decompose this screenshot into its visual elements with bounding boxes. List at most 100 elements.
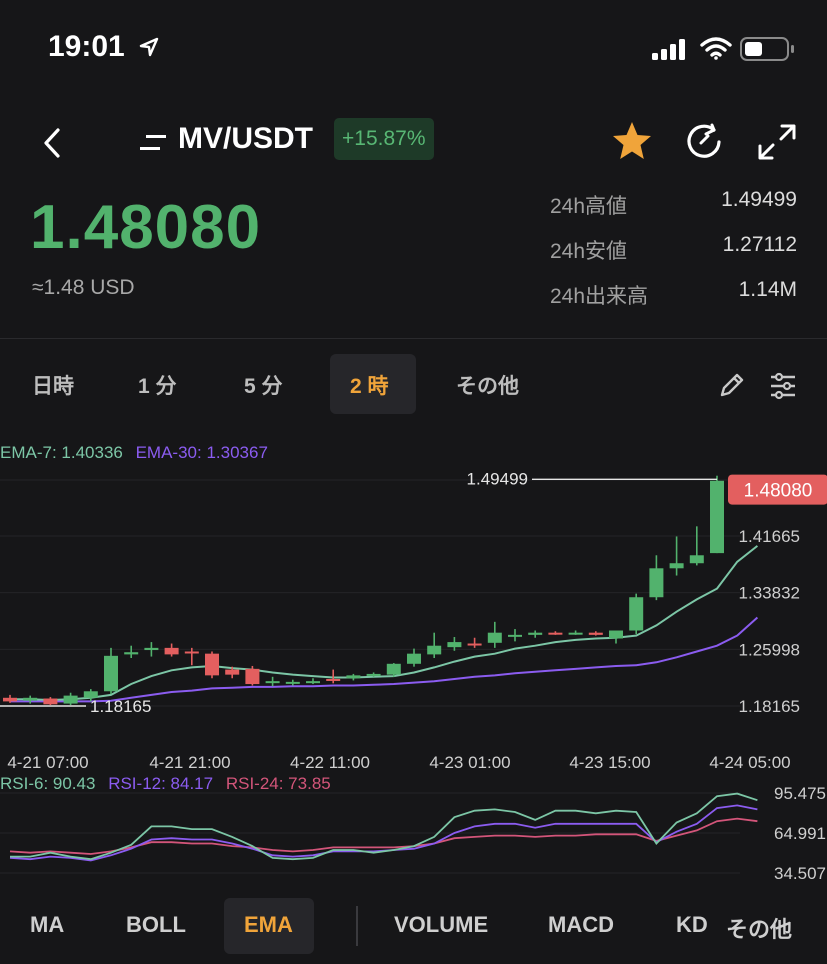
wifi-icon xyxy=(700,37,732,60)
candle xyxy=(427,645,442,655)
refresh-icon[interactable] xyxy=(684,122,724,162)
chart-settings-icon[interactable] xyxy=(768,371,798,401)
rsi24-legend: RSI-24: 73.85 xyxy=(225,774,331,793)
time-axis-tick: 4-21 21:00 xyxy=(149,753,230,772)
candle xyxy=(568,632,583,635)
tab-indicator-volume[interactable]: VOLUME xyxy=(394,912,489,937)
ema7-legend: EMA-7: 1.40336 xyxy=(0,443,123,462)
price-axis-tick: 1.33832 xyxy=(739,584,800,603)
trading-pair-title[interactable]: MV/USDT xyxy=(178,122,313,155)
tab-timeframe-1m[interactable]: 1 分 xyxy=(138,375,177,398)
candle xyxy=(588,632,603,635)
candle xyxy=(144,647,159,651)
tab-timeframe-2h[interactable]: 2 時 xyxy=(350,375,389,398)
stat-value-high: 1.49499 xyxy=(721,188,797,211)
candle xyxy=(3,697,17,702)
candle xyxy=(184,651,199,654)
active-timeframe-highlight xyxy=(330,354,416,414)
draw-pencil-icon[interactable] xyxy=(716,371,746,401)
high-marker-label: 1.49499 xyxy=(467,469,528,488)
stat-value-low: 1.27112 xyxy=(722,233,797,256)
fullscreen-icon[interactable] xyxy=(756,122,798,162)
tab-indicator-boll[interactable]: BOLL xyxy=(126,912,186,937)
candle xyxy=(407,653,421,664)
tab-timeframe-more[interactable]: その他 xyxy=(456,375,519,398)
candle xyxy=(386,663,401,675)
tab-indicator-ema[interactable]: EMA xyxy=(244,912,293,937)
candle xyxy=(548,632,563,635)
time-axis-tick: 4-23 15:00 xyxy=(569,753,650,772)
rsi6-line xyxy=(10,792,758,861)
ema30-legend: EMA-30: 1.30367 xyxy=(135,443,268,462)
last-price: 1.48080 xyxy=(30,193,262,262)
price-axis-tick: 1.41665 xyxy=(739,527,800,546)
tab-timeframe-daily[interactable]: 日時 xyxy=(32,375,74,398)
candle xyxy=(447,642,462,648)
candle xyxy=(669,563,684,569)
tab-indicator-kd[interactable]: KD xyxy=(676,912,708,937)
candle xyxy=(265,681,280,684)
rsi-axis-tick: 34.507 xyxy=(774,864,826,883)
low-marker-label: 1.18165 xyxy=(90,697,151,716)
rsi12-legend: RSI-12: 84.17 xyxy=(108,774,214,793)
time-axis-tick: 4-23 01:00 xyxy=(429,753,510,772)
pair-menu-icon[interactable] xyxy=(140,133,168,153)
rsi6-legend: RSI-6: 90.43 xyxy=(0,774,96,793)
candle xyxy=(285,681,300,684)
location-arrow-icon xyxy=(139,37,159,57)
back-arrow-icon[interactable] xyxy=(40,126,64,160)
candle xyxy=(43,698,58,705)
cellular-signal-icon xyxy=(652,39,685,60)
candle xyxy=(306,681,320,684)
candle xyxy=(649,568,664,598)
ema-legend: EMA-7: 1.40336 EMA-30: 1.30367 xyxy=(0,443,268,463)
stat-value-volume: 1.14M xyxy=(738,278,797,301)
usd-equivalent: ≈1.48 USD xyxy=(32,276,135,299)
candle xyxy=(205,653,219,676)
candle xyxy=(629,597,644,631)
candle xyxy=(710,480,724,554)
price-axis-tick: 1.25998 xyxy=(739,640,800,659)
favorite-star-icon[interactable] xyxy=(610,120,654,162)
rsi-axis-tick: 95.475 xyxy=(774,784,826,803)
candle xyxy=(609,630,623,639)
candle xyxy=(63,695,78,704)
candle xyxy=(326,678,341,681)
candle xyxy=(366,673,381,676)
candle xyxy=(83,691,98,698)
candle xyxy=(689,555,704,564)
current-price-tag-label: 1.48080 xyxy=(744,481,813,502)
change-percent-badge: +15.87% xyxy=(334,118,434,160)
ema7-line xyxy=(10,545,759,702)
candle xyxy=(124,652,139,655)
candle xyxy=(23,697,38,701)
candle xyxy=(467,643,482,646)
candle xyxy=(104,655,118,692)
rsi-legend: RSI-6: 90.43 RSI-12: 84.17 RSI-24: 73.85 xyxy=(0,774,331,794)
time-axis-tick: 4-22 11:00 xyxy=(290,753,370,772)
stat-label-high: 24h高値 xyxy=(550,195,628,218)
candle xyxy=(528,632,543,635)
current-price-tag xyxy=(728,474,827,505)
stat-label-volume: 24h出来高 xyxy=(550,285,649,308)
rsi-axis-tick: 64.991 xyxy=(774,824,826,843)
indicator-separator xyxy=(356,906,358,946)
candle xyxy=(508,634,522,637)
time-axis-tick: 4-24 05:00 xyxy=(709,753,790,772)
tab-indicator-more[interactable]: その他 xyxy=(726,917,793,942)
tab-indicator-ma[interactable]: MA xyxy=(30,912,65,937)
active-indicator-highlight xyxy=(224,898,314,954)
candle xyxy=(487,632,502,643)
candle xyxy=(245,668,260,685)
tab-timeframe-5m[interactable]: 5 分 xyxy=(244,375,283,398)
tab-indicator-macd[interactable]: MACD xyxy=(548,912,614,937)
status-time: 19:01 xyxy=(48,30,125,63)
time-axis-tick: 4-21 07:00 xyxy=(7,753,88,772)
ema30-line xyxy=(10,616,759,703)
candle xyxy=(164,647,179,655)
price-axis-tick: 1.18165 xyxy=(739,697,800,716)
header-divider xyxy=(0,338,827,339)
candle xyxy=(346,675,361,679)
candle xyxy=(225,669,240,675)
